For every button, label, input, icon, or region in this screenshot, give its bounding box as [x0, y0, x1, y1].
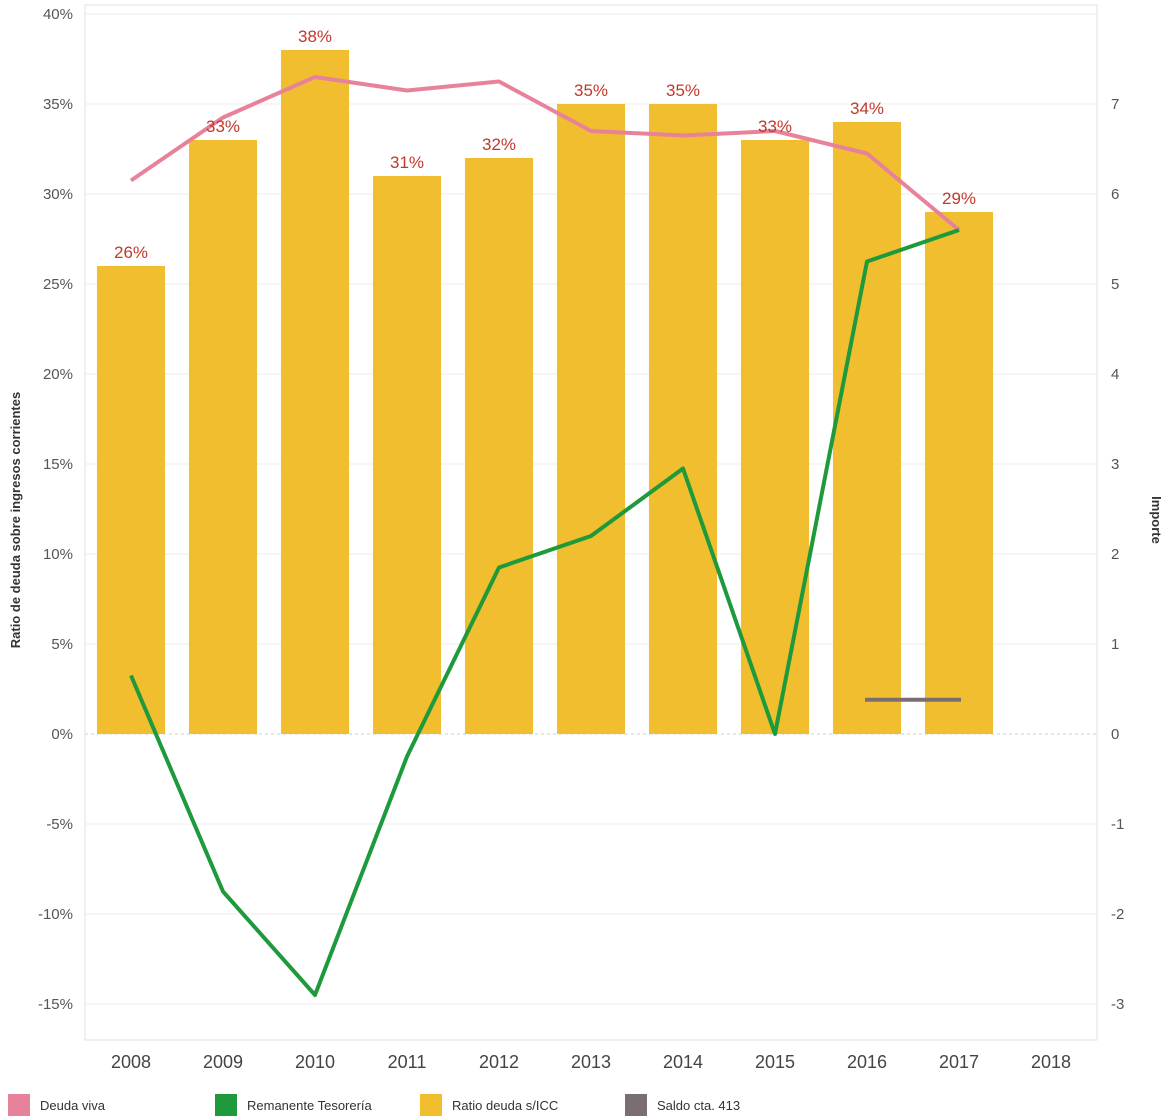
legend-label: Saldo cta. 413: [657, 1097, 741, 1113]
legend-swatch: [215, 1094, 237, 1116]
bar: [924, 212, 994, 734]
bar: [96, 266, 166, 734]
x-tick-label: 2011: [388, 1052, 427, 1072]
bar: [188, 140, 258, 734]
bar-series: [96, 50, 994, 734]
series-line: [129, 228, 960, 997]
left-tick-label: 15%: [43, 456, 73, 473]
left-tick-label: 20%: [43, 366, 73, 383]
right-tick-label: 1: [1111, 636, 1119, 653]
right-tick-label: -2: [1111, 906, 1124, 923]
bar-value-label: 29%: [942, 189, 976, 208]
legend-swatch: [625, 1094, 647, 1116]
legend: Deuda viva Remanente Tesorería Ratio deu…: [0, 1094, 1169, 1120]
legend-label: Remanente Tesorería: [247, 1097, 372, 1113]
x-tick-label: 2018: [1031, 1052, 1071, 1072]
left-tick-label: 40%: [43, 6, 73, 23]
left-tick-label: 5%: [51, 636, 73, 653]
bar-value-label: 31%: [390, 153, 424, 172]
right-tick-label: 6: [1111, 186, 1119, 203]
left-tick-label: -15%: [38, 996, 73, 1013]
left-tick-label: -5%: [46, 816, 73, 833]
right-tick-label: -3: [1111, 996, 1124, 1013]
bar-value-labels: 26% 33% 38% 31% 32% 35% 35% 33% 34% 29%: [114, 27, 976, 262]
right-tick-label: 4: [1111, 366, 1119, 383]
bar-value-label: 32%: [482, 135, 516, 154]
x-tick-label: 2017: [939, 1052, 979, 1072]
bar: [832, 122, 902, 734]
bar: [648, 104, 718, 734]
right-tick-label: 2: [1111, 546, 1119, 563]
legend-item-remanente-tesoreria: Remanente Tesorería: [215, 1094, 372, 1116]
bar: [556, 104, 626, 734]
right-tick-label: 5: [1111, 276, 1119, 293]
bar: [740, 140, 810, 734]
legend-item-deuda-viva: Deuda viva: [8, 1094, 105, 1116]
x-tick-label: 2013: [571, 1052, 611, 1072]
left-tick-label: 30%: [43, 186, 73, 203]
x-tick-label: 2015: [755, 1052, 795, 1072]
legend-item-saldo-cta: Saldo cta. 413: [625, 1094, 740, 1116]
bar: [464, 158, 534, 734]
bar-value-label: 26%: [114, 243, 148, 262]
x-tick-label: 2014: [663, 1052, 703, 1072]
bar-value-label: 33%: [758, 117, 792, 136]
right-tick-label: 7: [1111, 96, 1119, 113]
left-tick-label: -10%: [38, 906, 73, 923]
legend-label: Ratio deuda s/ICC: [452, 1097, 559, 1113]
legend-item-ratio-deuda: Ratio deuda s/ICC: [420, 1094, 558, 1116]
right-tick-label: -1: [1111, 816, 1124, 833]
x-tick-label: 2008: [111, 1052, 151, 1072]
bar-value-label: 34%: [850, 99, 884, 118]
right-axis-title: Importe: [1149, 496, 1164, 544]
left-axis-title: Ratio de deuda sobre ingresos corrientes: [8, 392, 23, 648]
bar: [280, 50, 350, 734]
bar-value-label: 33%: [206, 117, 240, 136]
left-tick-label: 35%: [43, 96, 73, 113]
x-tick-label: 2010: [295, 1052, 335, 1072]
combo-chart: 26%33%38%31%32%35% 35%33%34%29% 40%35%30%…: [8, 4, 1164, 1072]
legend-label: Deuda viva: [40, 1097, 106, 1113]
left-tick-label: 10%: [43, 546, 73, 563]
axes: 40% 35% 30% 25% 20% 15% 10% 5% 0% -5% -10% -15% 7 6 5 4…: [38, 4, 1124, 1072]
bar: [372, 176, 442, 734]
bar-value-label: 35%: [666, 81, 700, 100]
x-tick-label: 2016: [847, 1052, 887, 1072]
legend-swatch: [420, 1094, 442, 1116]
plot-frame: [84, 4, 1098, 1041]
left-tick-label: 25%: [43, 276, 73, 293]
legend-swatch: [8, 1094, 30, 1116]
line-series: [129, 75, 961, 997]
bar-value-label: 38%: [298, 27, 332, 46]
series-line: [129, 75, 961, 232]
right-tick-label: 3: [1111, 456, 1119, 473]
left-tick-label: 0%: [51, 726, 73, 743]
x-tick-label: 2009: [203, 1052, 243, 1072]
x-tick-label: 2012: [479, 1052, 519, 1072]
bar-value-label: 35%: [574, 81, 608, 100]
right-tick-label: 0: [1111, 726, 1119, 743]
